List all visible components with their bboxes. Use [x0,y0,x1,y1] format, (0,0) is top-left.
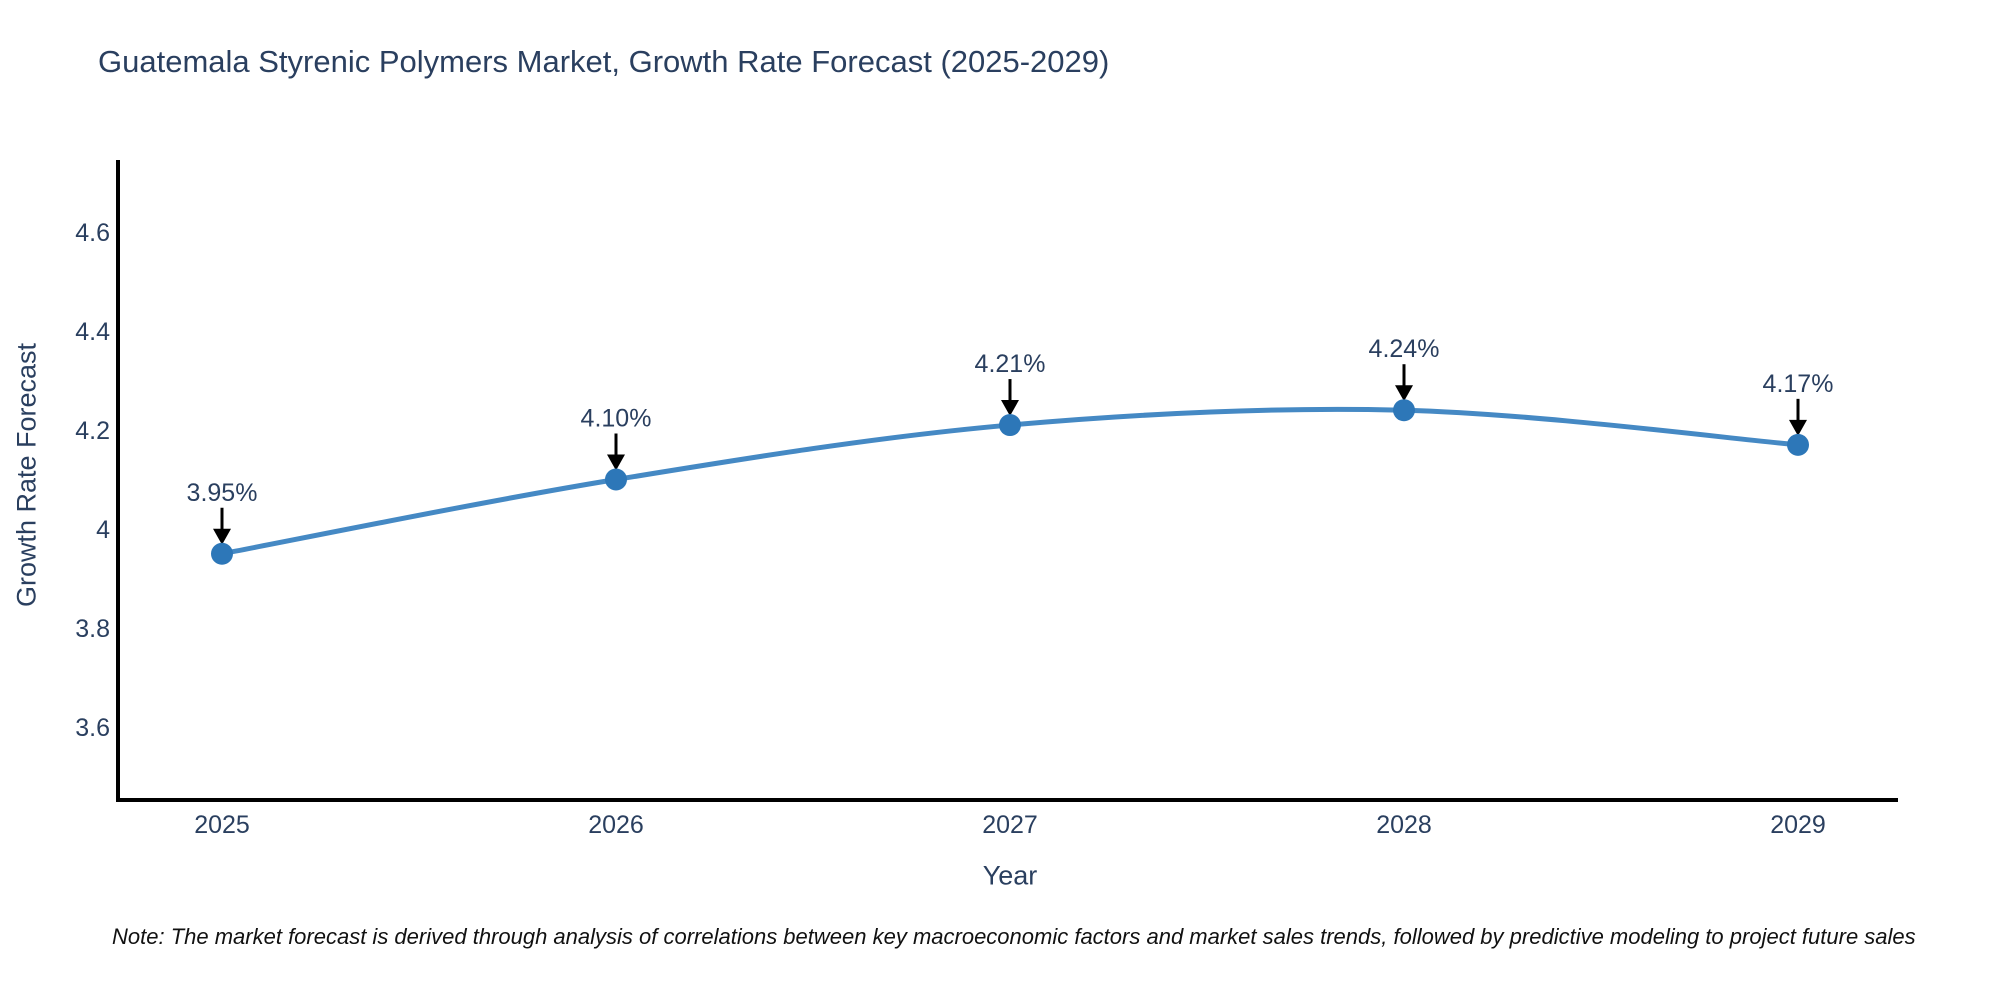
annotation-arrow-head [1395,385,1413,402]
footnote: Note: The market forecast is derived thr… [112,924,1916,949]
annotation-arrow-head [607,454,625,471]
x-tick-label: 2027 [982,811,1038,839]
y-tick-label: 4.4 [75,318,110,346]
y-tick-label: 3.8 [75,615,110,643]
annotation-arrow-head [1001,400,1019,417]
annotation-label: 4.10% [581,405,652,433]
annotation-arrow-head [213,528,231,545]
x-tick-label: 2028 [1376,811,1432,839]
y-axis-title: Growth Rate Forecast [11,342,42,608]
annotation-arrow-head [1789,419,1807,436]
chart-title: Guatemala Styrenic Polymers Market, Grow… [98,44,1110,79]
data-point-marker[interactable] [1787,433,1809,456]
y-tick-label: 4.2 [75,417,110,445]
y-tick-label: 4.6 [75,219,110,247]
annotation-label: 3.95% [187,479,258,507]
annotation-label: 4.17% [1763,370,1834,398]
data-point-marker[interactable] [1393,399,1415,422]
x-tick-label: 2026 [588,811,644,839]
y-tick-label: 4 [96,516,110,544]
data-point-marker[interactable] [211,542,233,565]
data-point-marker[interactable] [999,414,1021,437]
annotation-label: 4.24% [1369,335,1440,363]
annotation-label: 4.21% [975,350,1046,378]
x-tick-label: 2029 [1770,811,1826,839]
data-point-marker[interactable] [605,468,627,491]
x-axis-title: Year [982,860,1038,891]
x-tick-label: 2025 [194,811,250,839]
y-tick-label: 3.6 [75,714,110,742]
